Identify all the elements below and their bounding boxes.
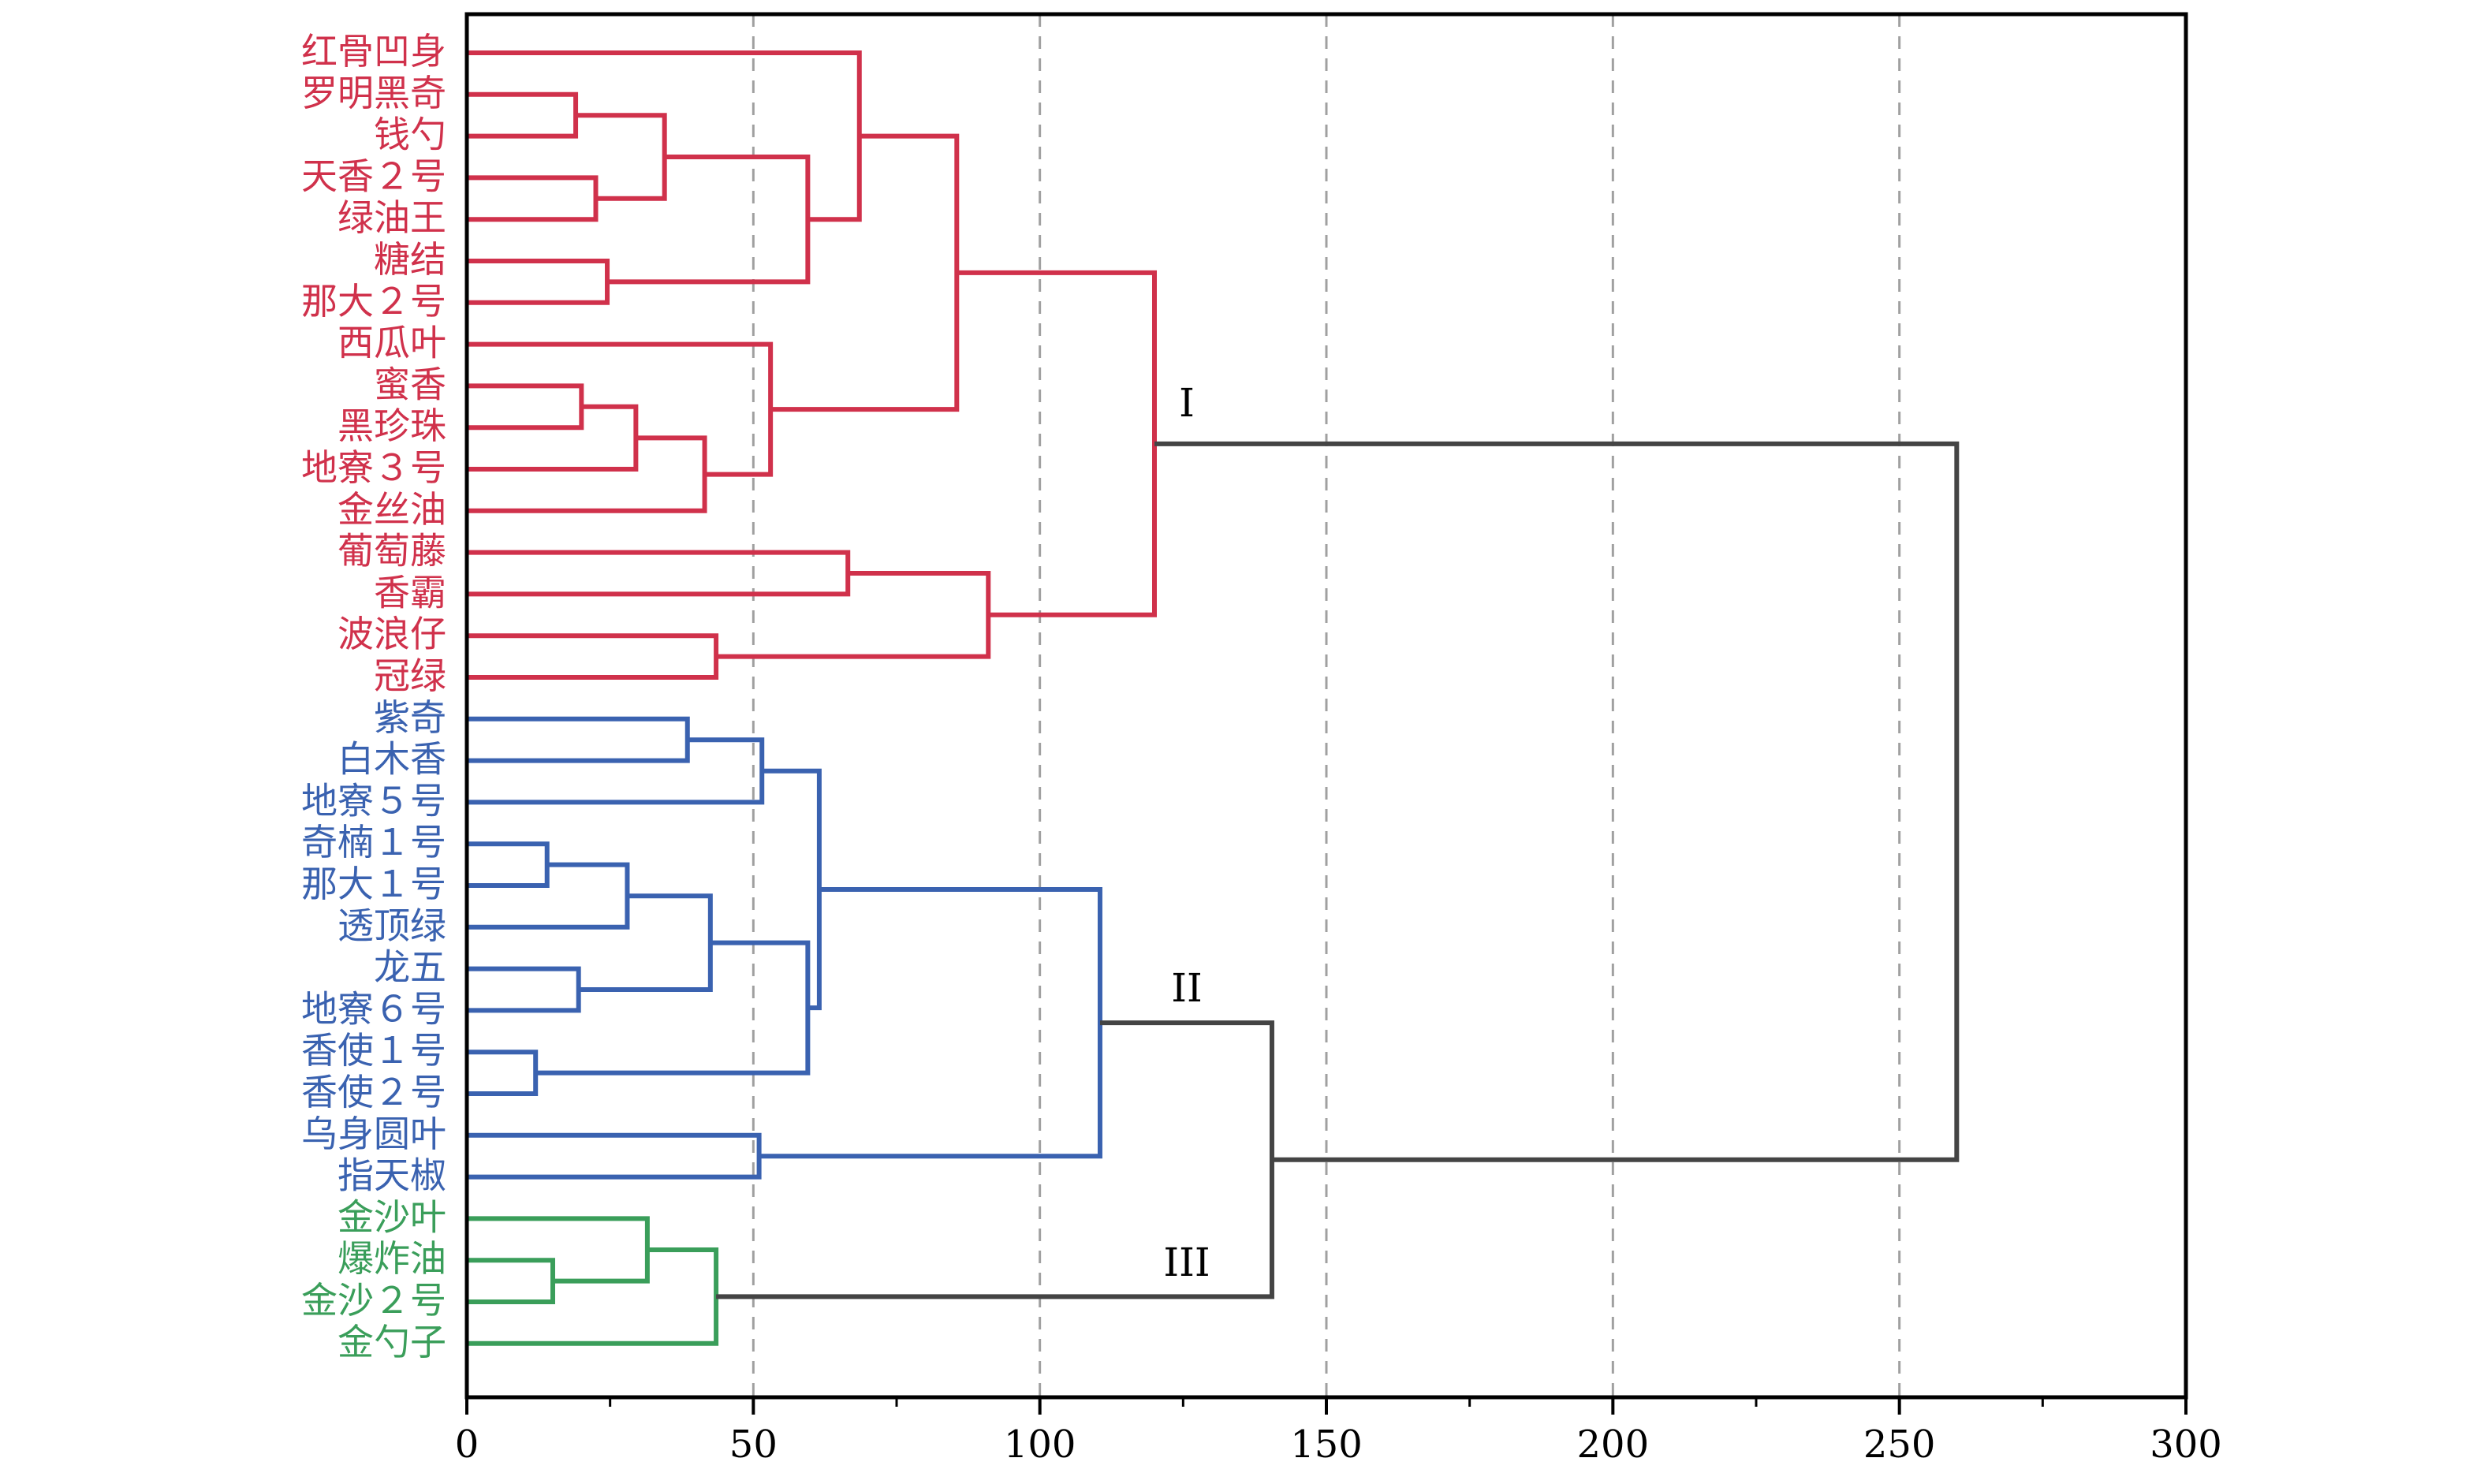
leaf-label: 金勺子 <box>338 1321 446 1363</box>
x-tick-label: 150 <box>1290 1422 1363 1467</box>
link-n22 <box>467 1050 539 1096</box>
grid-layer <box>752 14 1901 1397</box>
x-tick-label: 300 <box>2150 1422 2222 1467</box>
leaf-label: 紫奇 <box>374 696 446 739</box>
leaf-label: 金沙叶 <box>338 1195 446 1238</box>
link-n17 <box>467 737 765 805</box>
leaf-label: 乌身圆叶 <box>301 1113 446 1155</box>
link-n2 <box>467 175 599 222</box>
leaf-label: 那大２号 <box>301 280 446 323</box>
leaf-label: 金沙２号 <box>301 1279 446 1322</box>
leaf-label: 香使１号 <box>301 1029 446 1072</box>
leaf-label: 透顶绿 <box>338 904 446 947</box>
tree-layer <box>467 50 1960 1346</box>
label-layer: 红骨凹身罗明黑奇钱勺天香２号绿油王糖结那大２号西瓜叶蜜香黑珍珠地寮３号金丝油葡萄… <box>301 30 2222 1467</box>
leaf-label: 指天椒 <box>338 1154 446 1197</box>
leaf-label: 龙五 <box>374 946 446 989</box>
link-n21 <box>578 893 713 992</box>
link-n18 <box>467 841 550 888</box>
link-n27 <box>467 1258 555 1304</box>
link-n12 <box>467 550 851 597</box>
link-n31 <box>1154 441 1960 1162</box>
x-tick-label: 250 <box>1863 1422 1936 1467</box>
link-n14 <box>716 571 991 659</box>
leaf-label: 地寮３号 <box>301 446 446 489</box>
link-n10 <box>467 341 774 477</box>
leaf-label: 天香２号 <box>301 155 446 197</box>
link-n25 <box>467 1132 762 1180</box>
leaf-label: 爆炸油 <box>338 1237 446 1280</box>
link-n28 <box>467 1216 650 1284</box>
x-tick-label: 50 <box>729 1422 778 1467</box>
leaf-label: 香霸 <box>374 571 446 613</box>
link-n1 <box>467 91 579 139</box>
link-n16 <box>467 716 690 763</box>
leaf-label: 蜜香 <box>374 363 446 405</box>
leaf-label: 金丝油 <box>338 488 446 531</box>
x-tick-label: 0 <box>455 1422 479 1467</box>
leaf-label: 奇楠１号 <box>301 821 446 863</box>
link-n3 <box>576 113 667 201</box>
leaf-label: 糖结 <box>374 238 446 281</box>
cluster-label-II: II <box>1171 965 1203 1011</box>
leaf-label: 冠绿 <box>374 654 446 697</box>
link-n15 <box>957 270 1157 617</box>
leaf-label: 葡萄藤 <box>338 530 446 572</box>
leaf-label: 地寮５号 <box>301 779 446 822</box>
leaf-label: 黑珍珠 <box>338 405 446 447</box>
leaf-label: 罗明黑奇 <box>301 72 446 114</box>
frame-layer <box>464 12 2188 1415</box>
link-n29 <box>467 1247 719 1346</box>
link-n20 <box>467 966 581 1013</box>
link-n5 <box>607 155 811 285</box>
link-n9 <box>467 435 707 513</box>
x-tick-label: 200 <box>1577 1422 1650 1467</box>
cluster-label-I: I <box>1179 380 1195 426</box>
x-tick-label: 100 <box>1004 1422 1076 1467</box>
link-n7 <box>467 383 584 431</box>
leaf-label: 红骨凹身 <box>301 30 446 73</box>
cluster-label-III: III <box>1163 1240 1210 1285</box>
leaf-label: 那大１号 <box>301 863 446 905</box>
leaf-label: 波浪仔 <box>338 613 446 655</box>
leaf-label: 钱勺 <box>374 114 446 156</box>
link-n11 <box>770 133 960 412</box>
leaf-label: 地寮６号 <box>301 987 446 1030</box>
link-n26 <box>759 886 1102 1159</box>
link-n8 <box>467 404 639 472</box>
leaf-label: 西瓜叶 <box>338 322 446 364</box>
link-n4 <box>467 259 610 305</box>
leaf-label: 白木香 <box>338 738 446 781</box>
leaf-label: 香使２号 <box>301 1071 446 1113</box>
link-n24 <box>762 768 822 1011</box>
link-n13 <box>467 633 719 680</box>
leaf-label: 绿油王 <box>338 196 446 239</box>
